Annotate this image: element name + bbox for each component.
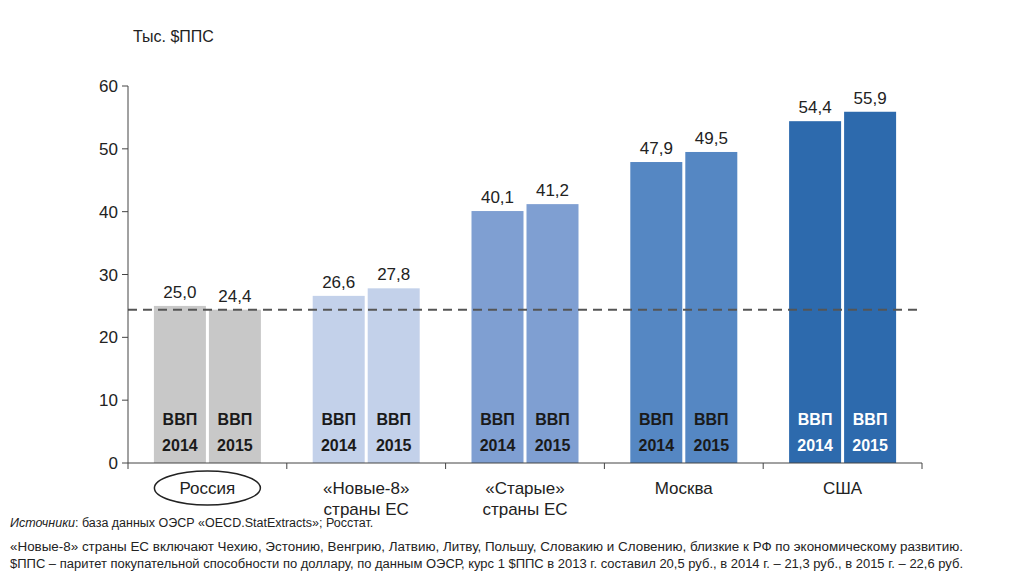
y-tick: [122, 148, 128, 149]
data-label: 27,8: [377, 265, 410, 284]
series-name-label: ВВП 2015: [217, 411, 253, 454]
data-label: 41,2: [536, 181, 569, 200]
series-name-label: ВВП 2015: [535, 411, 571, 454]
data-label: 47,9: [640, 139, 673, 158]
y-tick-label: 0: [109, 454, 118, 473]
series-name-line: 2015: [217, 437, 253, 454]
y-tick: [122, 86, 128, 87]
category-label: США: [823, 479, 863, 498]
x-axis: [128, 463, 922, 464]
data-label: 49,5: [695, 129, 728, 148]
series-name-line: ВВП: [376, 411, 411, 428]
bar: [527, 204, 579, 463]
bars: [154, 112, 896, 463]
chart: Тыс. $ППС 0 10 20 30 40 50 60 25,0 ВВП 2014 26,6 ВВП…: [0, 0, 1027, 588]
y-tick-label: 50: [99, 140, 118, 159]
series-name-line: 2014: [480, 437, 516, 454]
series-name-line: 2014: [162, 437, 198, 454]
series-name-line: 2015: [852, 437, 888, 454]
y-tick-label: 30: [99, 266, 118, 285]
category-line: США: [823, 479, 863, 498]
y-tick: [122, 337, 128, 338]
y-tick-label: 10: [99, 391, 118, 410]
bar: [685, 152, 737, 463]
bar-labels: 25,0 ВВП 2014 26,6 ВВП 2014 40,1 ВВП 2014 47,9 ВВП…: [162, 89, 888, 454]
bar: [154, 306, 206, 463]
series-name-label: ВВП 2014: [639, 411, 675, 454]
bar: [313, 296, 365, 463]
series-name-label: ВВП 2014: [797, 411, 833, 454]
source-label: Источники: [10, 516, 75, 530]
series-name-label: ВВП 2015: [852, 411, 888, 454]
data-label: 26,6: [322, 273, 355, 292]
y-tick-label: 20: [99, 328, 118, 347]
x-separator: [604, 463, 605, 469]
bar: [630, 162, 682, 463]
category-line: «Новые-8»: [323, 479, 409, 498]
category-label: «Старые» страны ЕС: [482, 479, 567, 519]
note: «Новые-8» страны ЕС включают Чехию, Эсто…: [10, 540, 963, 554]
category-label: «Новые-8»страны ЕС: [323, 479, 409, 519]
bar: [472, 211, 524, 463]
series-name-line: ВВП: [535, 411, 570, 428]
y-tick: [122, 463, 128, 464]
series-name-line: ВВП: [480, 411, 515, 428]
series-name-line: 2015: [376, 437, 412, 454]
series-name-label: ВВП 2014: [321, 411, 357, 454]
bar: [209, 310, 261, 463]
y-tick: [122, 400, 128, 401]
series-name-line: ВВП: [321, 411, 356, 428]
x-separator: [445, 463, 446, 469]
series-name-line: 2015: [535, 437, 571, 454]
y-tick-label: 60: [99, 77, 118, 96]
data-label: 54,4: [799, 98, 832, 117]
data-label: 24,4: [218, 287, 251, 306]
series-name-line: ВВП: [694, 411, 729, 428]
source-text: : база данных ОЭСР «OECD.StatExtracts»; …: [75, 516, 373, 530]
y-tick: [122, 274, 128, 275]
y-tick: [122, 211, 128, 212]
bar: [844, 112, 896, 463]
reference-line: [128, 309, 922, 311]
series-name-line: 2014: [797, 437, 833, 454]
x-separator: [922, 463, 923, 469]
y-axis-label: Тыс. $ППС: [133, 28, 214, 45]
highlight-ellipse: [154, 471, 260, 505]
series-name-line: ВВП: [218, 411, 253, 428]
bar: [789, 121, 841, 463]
series-name-line: 2014: [639, 437, 675, 454]
category-label: Россия: [180, 479, 236, 498]
x-separator: [128, 463, 129, 469]
category-line: «Старые»: [485, 479, 564, 498]
source: Источники: база данных ОЭСР «OECD.StatEx…: [10, 516, 373, 530]
category-line: Москва: [655, 479, 714, 498]
series-name-line: ВВП: [853, 411, 888, 428]
bar: [368, 288, 420, 463]
series-name-label: ВВП 2014: [162, 411, 198, 454]
data-label: 25,0: [163, 283, 196, 302]
series-name-line: ВВП: [639, 411, 674, 428]
data-label: 55,9: [854, 89, 887, 108]
data-label: 40,1: [481, 188, 514, 207]
x-separator: [286, 463, 287, 469]
series-name-label: ВВП 2014: [480, 411, 516, 454]
series-name-line: ВВП: [798, 411, 833, 428]
category-label: Москва: [655, 479, 714, 498]
note: $ППС – паритет покупательной способности…: [10, 557, 963, 571]
category-line: Россия: [180, 479, 236, 498]
series-name-label: ВВП 2015: [694, 411, 730, 454]
series-name-label: ВВП 2015: [376, 411, 412, 454]
series-name-line: ВВП: [163, 411, 198, 428]
series-name-line: 2014: [321, 437, 357, 454]
y-tick-label: 40: [99, 203, 118, 222]
y-axis: [128, 86, 129, 463]
x-separator: [763, 463, 764, 469]
category-line: страны ЕС: [482, 500, 567, 519]
series-name-line: 2015: [694, 437, 730, 454]
